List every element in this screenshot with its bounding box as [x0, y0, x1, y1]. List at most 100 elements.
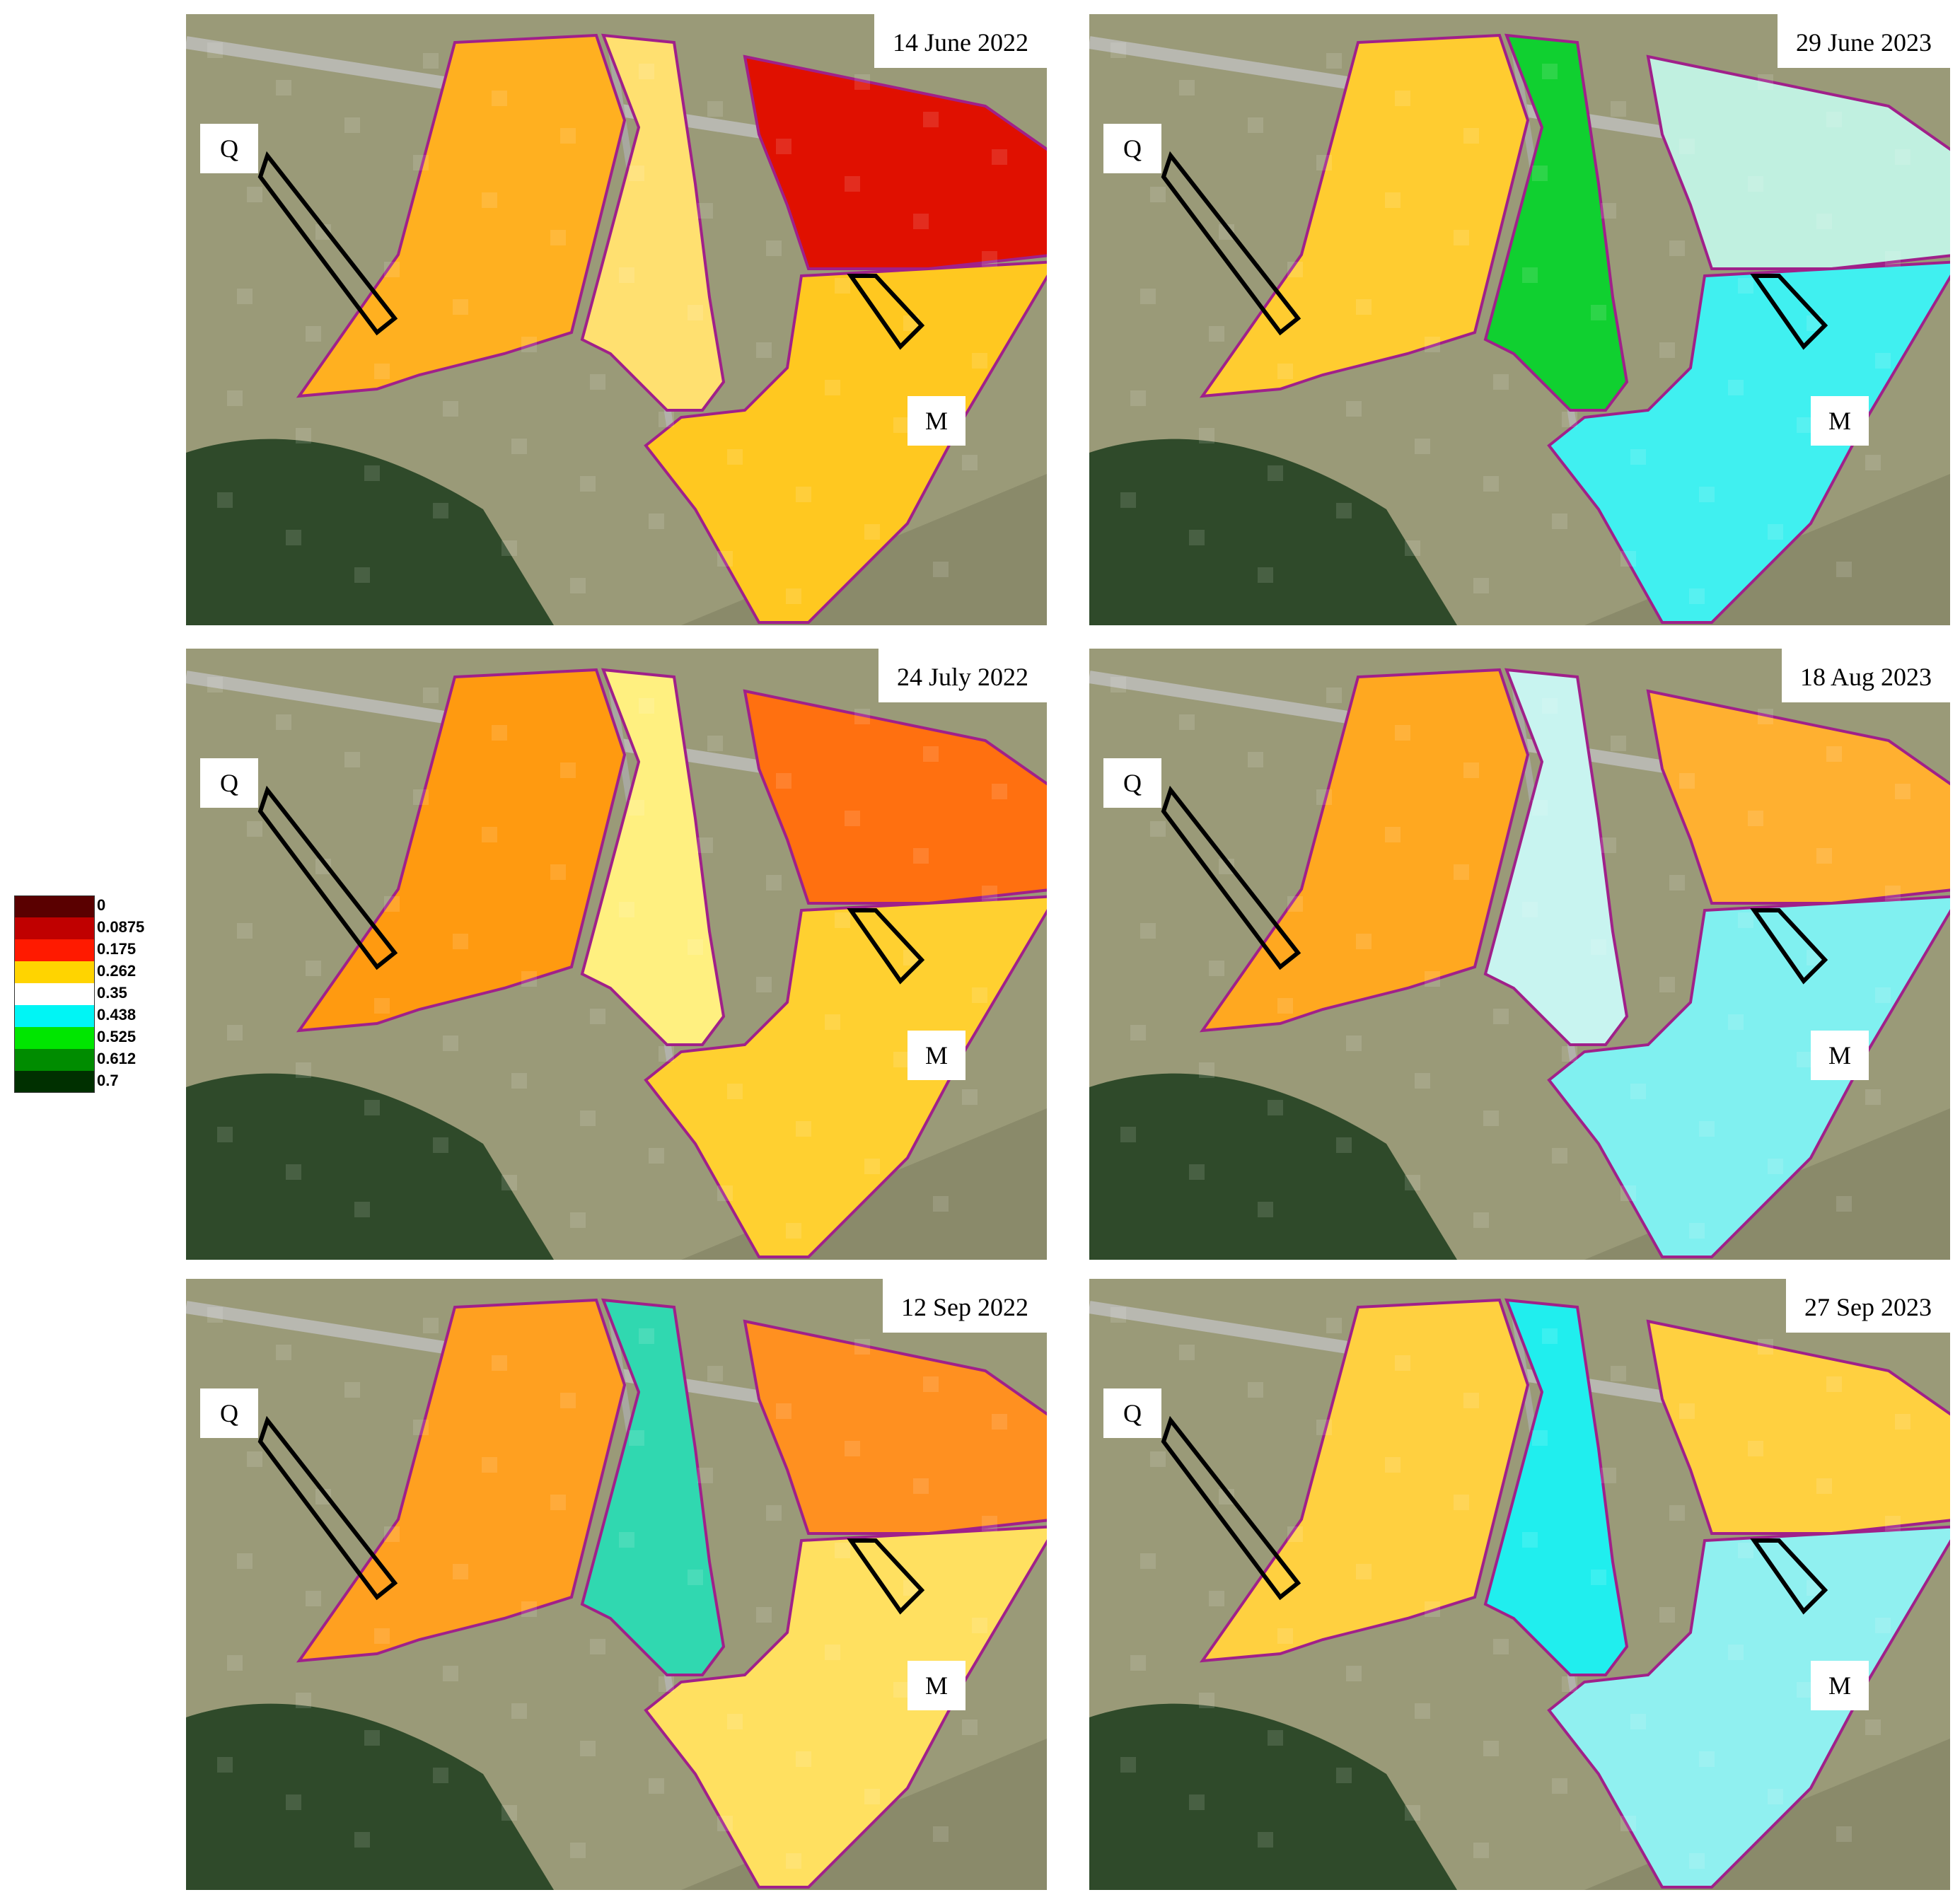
pixel-texture — [433, 1137, 448, 1153]
pixel-texture — [1111, 677, 1126, 692]
satellite-map — [1089, 14, 1950, 625]
pixel-texture — [1816, 1478, 1832, 1494]
pixel-texture — [1463, 1393, 1479, 1408]
pixel-texture — [1728, 1645, 1744, 1660]
pixel-texture — [1875, 1618, 1891, 1633]
pixel-texture — [1620, 1185, 1636, 1201]
field-central — [580, 1298, 726, 1676]
sample-strip-q — [257, 785, 398, 970]
legend-label: 0.7 — [97, 1072, 119, 1089]
pixel-texture — [1336, 1137, 1352, 1153]
forest-area — [186, 439, 554, 625]
sample-strip-q — [1161, 785, 1301, 970]
pixel-texture — [501, 1175, 517, 1190]
pixel-texture — [1836, 1826, 1852, 1842]
pixel-texture — [1728, 380, 1744, 395]
pixel-texture — [227, 1025, 243, 1040]
legend-swatch — [14, 1071, 95, 1093]
field-label-q: Q — [200, 1388, 258, 1438]
pixel-texture — [992, 149, 1007, 165]
pixel-texture — [1120, 1757, 1136, 1773]
pixel-texture — [511, 1703, 527, 1719]
pixel-texture — [286, 1794, 301, 1810]
pixel-texture — [717, 551, 733, 567]
pixel-texture — [453, 934, 468, 949]
pixel-texture — [1405, 1175, 1420, 1190]
pixel-texture — [1885, 886, 1901, 901]
pixel-texture — [923, 746, 939, 762]
pixel-texture — [570, 578, 586, 593]
field-m — [1547, 895, 1950, 1258]
pixel-texture — [629, 1430, 644, 1446]
pixel-texture — [276, 714, 291, 730]
pixel-texture — [433, 1768, 448, 1783]
pixel-texture — [1150, 187, 1166, 202]
pixel-texture — [776, 773, 791, 789]
pixel-texture — [1826, 112, 1842, 127]
pixel-texture — [776, 1403, 791, 1419]
pixel-texture — [1356, 1564, 1372, 1579]
field-central — [580, 668, 726, 1046]
pixel-texture — [1248, 1382, 1263, 1398]
pixel-texture — [825, 1014, 840, 1030]
field-label-m: M — [1811, 396, 1869, 446]
pixel-texture — [1473, 1212, 1489, 1228]
legend-label: 0 — [97, 896, 106, 914]
pixel-texture — [1336, 503, 1352, 518]
pixel-texture — [207, 1307, 223, 1323]
pixel-texture — [1875, 987, 1891, 1003]
pixel-texture — [1483, 1741, 1499, 1756]
pixel-texture — [1728, 1014, 1744, 1030]
pixel-texture — [854, 1339, 870, 1355]
pixel-texture — [786, 588, 801, 604]
pixel-texture — [590, 1639, 605, 1654]
field-label-q: Q — [1103, 1388, 1161, 1438]
pixel-texture — [688, 939, 703, 955]
pixel-texture — [1895, 1414, 1910, 1430]
field-q — [1199, 668, 1530, 1033]
pixel-texture — [413, 789, 429, 805]
pixel-texture — [649, 1778, 664, 1794]
pixel-texture — [1562, 1676, 1577, 1692]
sample-strip-m — [847, 908, 925, 985]
pixel-texture — [1493, 1639, 1509, 1654]
pixel-texture — [580, 1741, 596, 1756]
pixel-texture — [560, 128, 576, 144]
pixel-texture — [1287, 1526, 1303, 1542]
pixel-texture — [1483, 1111, 1499, 1126]
pixel-texture — [1748, 811, 1763, 826]
satellite-map — [186, 14, 1047, 625]
forest-area — [1089, 439, 1457, 625]
pixel-texture — [992, 1414, 1007, 1430]
pixel-texture — [364, 1730, 380, 1746]
pixel-texture — [354, 567, 370, 583]
pixel-texture — [776, 139, 791, 154]
pixel-texture — [1522, 1532, 1538, 1548]
pixel-texture — [1689, 1223, 1705, 1239]
legend-label: 0.0875 — [97, 918, 145, 936]
field-north — [1646, 1319, 1950, 1535]
pixel-texture — [1768, 1789, 1783, 1804]
pixel-texture — [482, 827, 497, 842]
pixel-texture — [237, 1553, 253, 1569]
pixel-texture — [344, 1382, 360, 1398]
pixel-texture — [1140, 1553, 1156, 1569]
pixel-texture — [492, 725, 507, 741]
pixel-texture — [1395, 91, 1410, 106]
pixel-texture — [1591, 305, 1606, 320]
legend-label: 0.262 — [97, 962, 137, 980]
pixel-texture — [1209, 326, 1224, 342]
pixel-texture — [697, 203, 713, 219]
pixel-texture — [1425, 971, 1440, 987]
pixel-texture — [619, 267, 634, 283]
pixel-texture — [913, 214, 929, 229]
pixel-texture — [453, 1564, 468, 1579]
pixel-texture — [1248, 752, 1263, 767]
pixel-texture — [296, 1062, 311, 1078]
pixel-texture — [854, 74, 870, 90]
sample-strip-q — [1161, 151, 1301, 336]
pixel-texture — [521, 1601, 537, 1617]
field-q — [296, 668, 627, 1033]
pixel-texture — [580, 1111, 596, 1126]
pixel-texture — [796, 1751, 811, 1767]
